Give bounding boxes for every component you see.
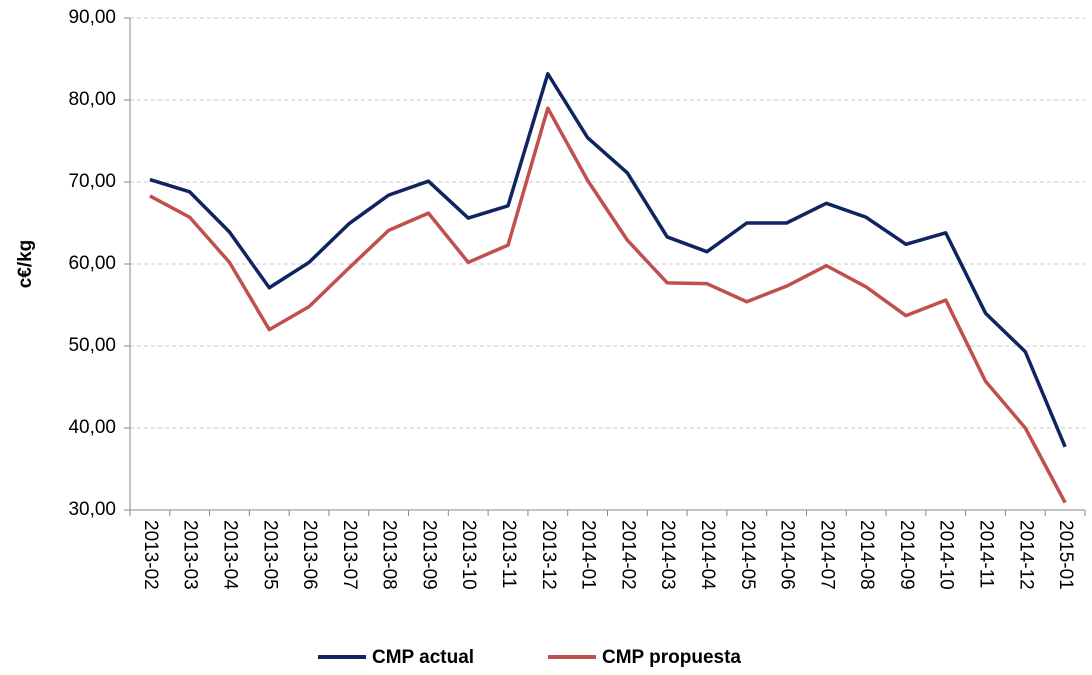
y-axis-label: c€/kg <box>15 240 36 289</box>
legend-label: CMP propuesta <box>602 647 741 668</box>
x-tick-label: 2013-11 <box>498 520 519 588</box>
y-tick-label: 60,00 <box>68 253 116 274</box>
x-tick-label: 2013-08 <box>379 520 400 590</box>
x-tick-label: 2013-12 <box>538 520 559 590</box>
x-tick-label: 2015-01 <box>1055 520 1076 590</box>
y-tick-label: 40,00 <box>68 417 116 438</box>
x-tick-label: 2014-06 <box>777 520 798 590</box>
x-tick-label: 2014-05 <box>737 520 758 590</box>
x-tick-label: 2014-09 <box>896 520 917 590</box>
y-tick-label: 80,00 <box>68 89 116 110</box>
x-tick-label: 2013-09 <box>418 520 439 590</box>
x-tick-label: 2014-10 <box>936 520 957 590</box>
x-tick-label: 2013-06 <box>299 520 320 590</box>
x-tick-label: 2014-03 <box>657 520 678 590</box>
x-tick-label: 2013-05 <box>259 520 280 590</box>
x-tick-label: 2013-07 <box>339 520 360 590</box>
x-tick-label: 2013-02 <box>140 520 161 590</box>
legend-label: CMP actual <box>372 647 474 668</box>
y-tick-label: 30,00 <box>68 499 116 520</box>
x-tick-label: 2014-02 <box>617 520 638 590</box>
x-tick-label: 2014-12 <box>1015 520 1036 590</box>
x-tick-label: 2014-11 <box>976 520 997 588</box>
y-tick-label: 70,00 <box>68 171 116 192</box>
x-tick-label: 2014-04 <box>697 520 718 590</box>
x-tick-label: 2014-07 <box>816 520 837 590</box>
x-tick-label: 2013-03 <box>180 520 201 590</box>
y-tick-label: 90,00 <box>68 7 116 28</box>
x-tick-label: 2013-04 <box>219 520 240 590</box>
y-tick-label: 50,00 <box>68 335 116 356</box>
x-tick-label: 2014-08 <box>856 520 877 590</box>
series-line <box>149 106 1067 504</box>
x-tick-label: 2013-10 <box>458 520 479 590</box>
x-tick-label: 2014-01 <box>578 520 599 590</box>
series-line <box>149 72 1067 448</box>
